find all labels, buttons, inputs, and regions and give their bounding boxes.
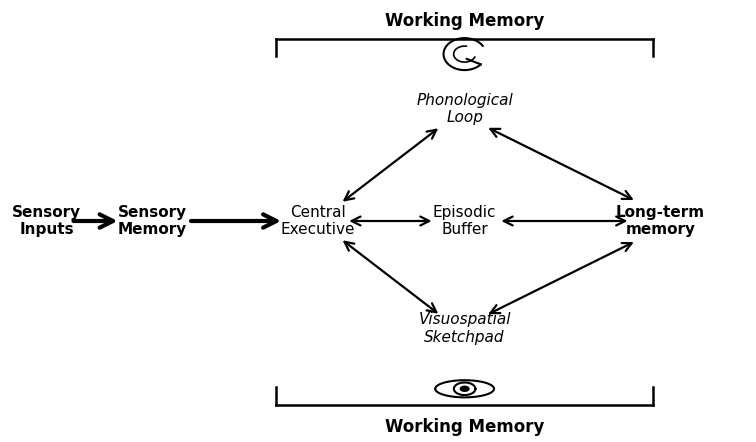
Text: Long-term
memory: Long-term memory bbox=[616, 205, 705, 237]
Text: Sensory
Memory: Sensory Memory bbox=[117, 205, 187, 237]
Text: Working Memory: Working Memory bbox=[385, 419, 544, 436]
Text: Central
Executive: Central Executive bbox=[280, 205, 355, 237]
Text: Episodic
Buffer: Episodic Buffer bbox=[433, 205, 497, 237]
Circle shape bbox=[460, 386, 469, 391]
Text: Visuospatial
Sketchpad: Visuospatial Sketchpad bbox=[418, 312, 511, 345]
Text: Sensory
Inputs: Sensory Inputs bbox=[12, 205, 81, 237]
Text: Phonological
Loop: Phonological Loop bbox=[417, 93, 513, 125]
Text: Working Memory: Working Memory bbox=[385, 12, 544, 30]
